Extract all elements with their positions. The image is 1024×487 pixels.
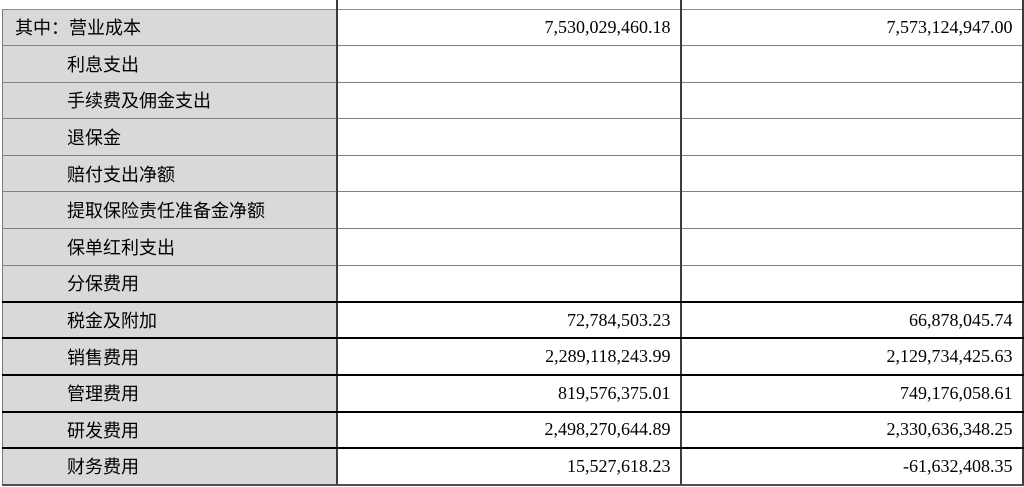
table-row: 提取保险责任准备金净额 bbox=[2, 191, 1024, 230]
prior-amount bbox=[680, 45, 1024, 83]
table-row: 分保费用 bbox=[2, 265, 1024, 303]
clipped-cell bbox=[336, 0, 682, 10]
table-row: 保单红利支出 bbox=[2, 228, 1024, 266]
current-amount bbox=[336, 155, 682, 193]
row-label: 保单红利支出 bbox=[2, 228, 338, 266]
current-amount bbox=[336, 118, 682, 156]
prior-amount: 749,176,058.61 bbox=[680, 374, 1024, 413]
table-row: 管理费用 819,576,375.01 749,176,058.61 bbox=[2, 374, 1024, 413]
row-label: 税金及附加 bbox=[2, 301, 338, 340]
prior-amount bbox=[680, 118, 1024, 156]
current-amount bbox=[336, 82, 682, 120]
prior-amount: 2,330,636,348.25 bbox=[680, 411, 1024, 450]
row-label: 手续费及佣金支出 bbox=[2, 82, 338, 120]
current-amount bbox=[336, 265, 682, 303]
current-amount: 819,576,375.01 bbox=[336, 374, 682, 413]
current-amount: 2,289,118,243.99 bbox=[336, 338, 682, 376]
prior-amount bbox=[680, 265, 1024, 303]
row-label: 其中：营业成本 bbox=[2, 9, 338, 47]
row-label: 管理费用 bbox=[2, 374, 338, 413]
table-row: 研发费用 2,498,270,644.89 2,330,636,348.25 bbox=[2, 411, 1024, 450]
table-row: 税金及附加 72,784,503.23 66,878,045.74 bbox=[2, 301, 1024, 340]
prior-amount bbox=[680, 82, 1024, 120]
row-label: 销售费用 bbox=[2, 338, 338, 376]
clipped-row-remnant bbox=[2, 0, 1024, 10]
row-label: 提取保险责任准备金净额 bbox=[2, 191, 338, 230]
table-row: 退保金 bbox=[2, 118, 1024, 156]
table-row: 财务费用 15,527,618.23 -61,632,408.35 bbox=[2, 448, 1024, 486]
current-amount bbox=[336, 228, 682, 266]
prior-amount bbox=[680, 228, 1024, 266]
row-label: 研发费用 bbox=[2, 411, 338, 450]
table-row: 其中：营业成本 7,530,029,460.18 7,573,124,947.0… bbox=[2, 9, 1024, 47]
current-amount bbox=[336, 191, 682, 230]
prior-amount bbox=[680, 191, 1024, 230]
table-row: 销售费用 2,289,118,243.99 2,129,734,425.63 bbox=[2, 338, 1024, 376]
clipped-cell bbox=[2, 0, 338, 10]
prior-amount: 7,573,124,947.00 bbox=[680, 9, 1024, 47]
table-row: 手续费及佣金支出 bbox=[2, 82, 1024, 120]
current-amount: 72,784,503.23 bbox=[336, 301, 682, 340]
prior-amount: 66,878,045.74 bbox=[680, 301, 1024, 340]
table-row: 赔付支出净额 bbox=[2, 155, 1024, 193]
row-label: 财务费用 bbox=[2, 448, 338, 486]
current-amount: 15,527,618.23 bbox=[336, 448, 682, 486]
current-amount bbox=[336, 45, 682, 83]
row-label: 分保费用 bbox=[2, 265, 338, 303]
table-row: 利息支出 bbox=[2, 45, 1024, 83]
prior-amount: 2,129,734,425.63 bbox=[680, 338, 1024, 376]
current-amount: 7,530,029,460.18 bbox=[336, 9, 682, 47]
row-label: 退保金 bbox=[2, 118, 338, 156]
current-amount: 2,498,270,644.89 bbox=[336, 411, 682, 450]
prior-amount: -61,632,408.35 bbox=[680, 448, 1024, 486]
row-label: 利息支出 bbox=[2, 45, 338, 83]
row-label: 赔付支出净额 bbox=[2, 155, 338, 193]
prior-amount bbox=[680, 155, 1024, 193]
clipped-cell bbox=[680, 0, 1024, 10]
